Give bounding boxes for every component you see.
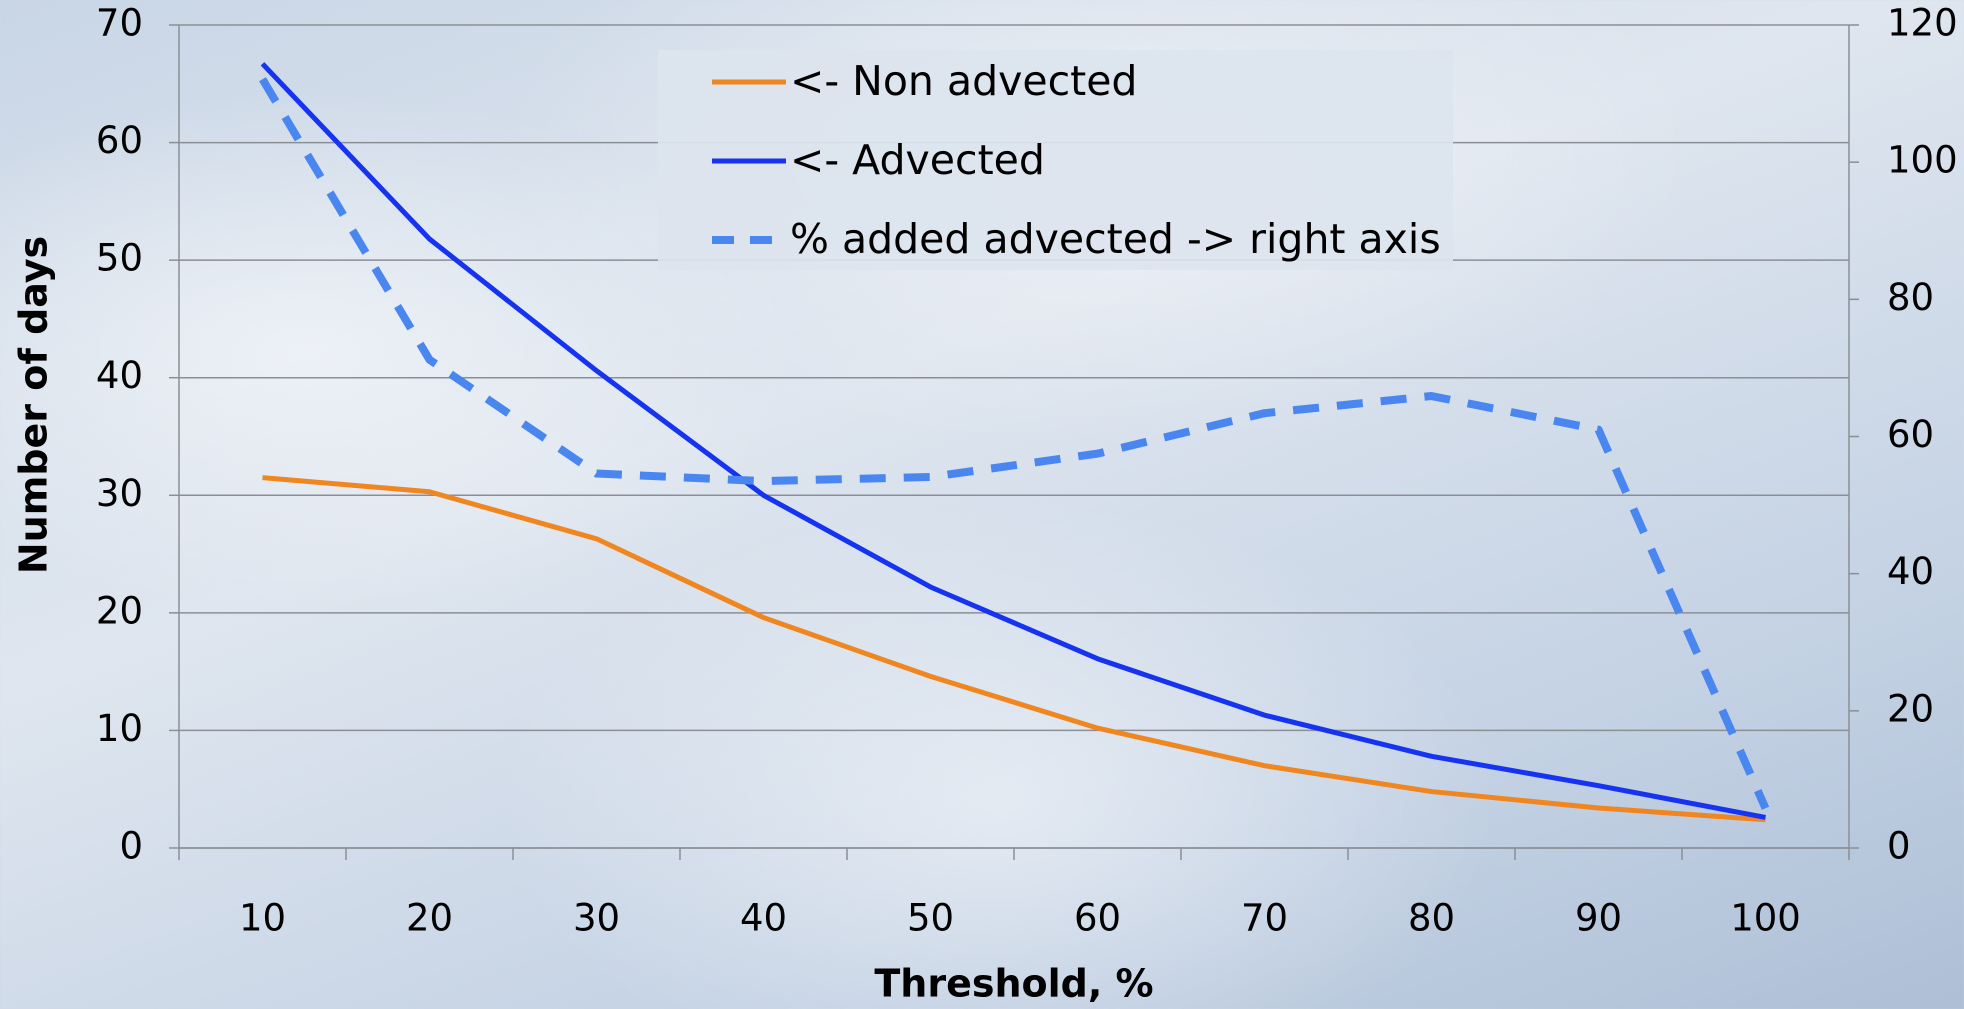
y2-tick-label: 0 xyxy=(1887,825,1911,868)
series-line xyxy=(263,478,1766,820)
x-axis-title: Threshold, % xyxy=(874,962,1153,1006)
page: Threshold, % Number of days 0 10 20 30 40 50 6… xyxy=(0,0,1964,1009)
x-tick-label: 60 xyxy=(1074,897,1121,940)
y-tick-label: 30 xyxy=(96,472,143,515)
y2-tick-label: 80 xyxy=(1887,276,1934,319)
legend-label: <- Non advected xyxy=(790,57,1137,105)
y-tick-label: 70 xyxy=(96,2,143,45)
y-axis-title: Number of days xyxy=(12,236,56,574)
y-tick-label: 60 xyxy=(96,119,143,162)
x-tick-label: 90 xyxy=(1575,897,1622,940)
y2-tick-label: 120 xyxy=(1887,2,1958,45)
x-tick-label: 70 xyxy=(1241,897,1288,940)
y2-tick-label: 60 xyxy=(1887,413,1934,456)
chart: Threshold, % Number of days 0 10 20 30 40 50 6… xyxy=(0,0,1964,1009)
y2-tick-label: 40 xyxy=(1887,550,1934,593)
y2-tick-label: 100 xyxy=(1887,139,1958,182)
legend-label: <- Advected xyxy=(790,136,1045,184)
x-tick-label: 100 xyxy=(1730,897,1801,940)
x-tick-label: 80 xyxy=(1408,897,1455,940)
y2-tick-label: 20 xyxy=(1887,687,1934,730)
x-tick-label: 40 xyxy=(740,897,787,940)
y-tick-label: 50 xyxy=(96,237,143,280)
y-tick-label: 10 xyxy=(96,707,143,750)
x-tick-label: 20 xyxy=(406,897,453,940)
legend-label: % added advected -> right axis xyxy=(790,215,1441,263)
y-tick-label: 0 xyxy=(119,825,143,868)
y-tick-label: 20 xyxy=(96,589,143,632)
x-tick-label: 50 xyxy=(907,897,954,940)
y-tick-label: 40 xyxy=(96,354,143,397)
x-tick-label: 30 xyxy=(573,897,620,940)
x-tick-label: 10 xyxy=(239,897,286,940)
